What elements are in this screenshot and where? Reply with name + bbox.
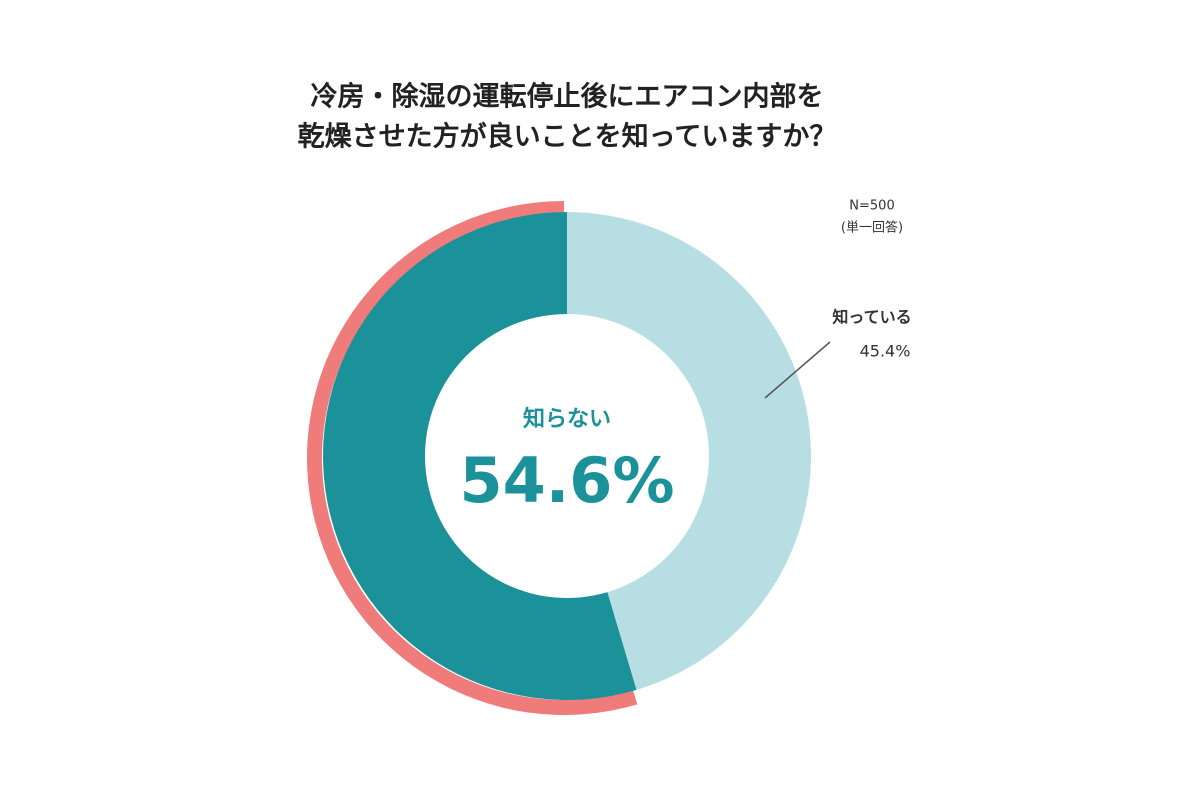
center-value: 54.6% [459, 444, 674, 517]
note: (単一回答) [841, 220, 903, 236]
value-label: 45.4% [860, 342, 911, 361]
category-label: 知っている [832, 308, 911, 327]
donut-slice [567, 212, 811, 690]
chart-title: 冷房・除湿の運転停止後にエアコン内部を [311, 81, 824, 113]
chart-title: 乾燥させた方が良いことを知っていますか？ [298, 121, 837, 153]
center-category: 知らない [523, 406, 611, 432]
donut [307, 201, 811, 715]
donut-slice [323, 212, 637, 701]
leader-line [764, 341, 831, 399]
note: N=500 [849, 199, 894, 214]
